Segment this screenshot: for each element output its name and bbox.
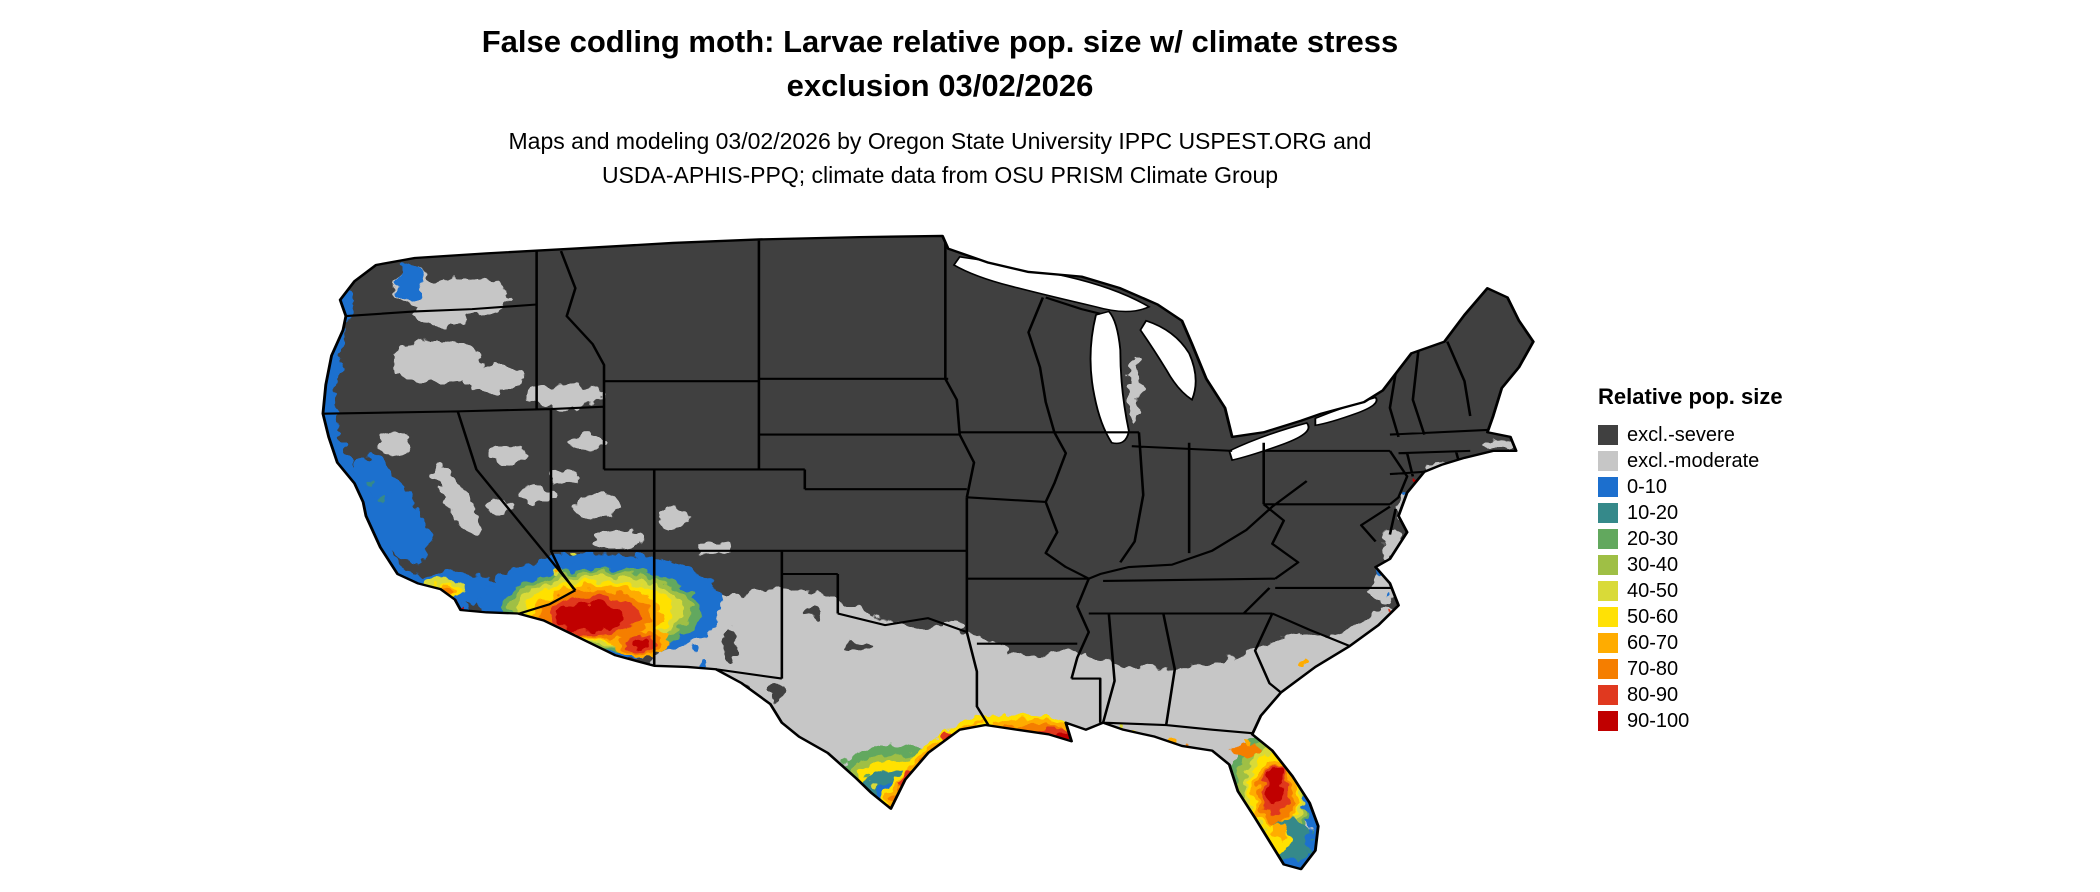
page-title-line1: False codling moth: Larvae relative pop.… <box>481 24 1399 59</box>
legend-item: 60-70 <box>1598 630 1898 656</box>
legend-swatch <box>1598 685 1618 705</box>
legend-swatch <box>1598 633 1618 653</box>
legend-label: 80-90 <box>1627 684 1679 706</box>
page-title: False codling moth: Larvae relative pop.… <box>160 20 1720 108</box>
map-layer-severe-speckles <box>723 605 871 703</box>
legend-label: 10-20 <box>1627 502 1679 524</box>
us-map <box>300 222 1562 890</box>
page-subtitle: Maps and modeling 03/02/2026 by Oregon S… <box>160 124 1720 192</box>
legend-swatch <box>1598 659 1618 679</box>
page-title-line2: exclusion 03/02/2026 <box>786 68 1094 104</box>
legend-title: Relative pop. size <box>1598 384 1783 409</box>
lake-michigan <box>1089 310 1130 445</box>
legend-label: 50-60 <box>1627 606 1679 628</box>
legend-item: 30-40 <box>1598 552 1898 578</box>
legend-swatch <box>1598 555 1618 575</box>
legend-swatch <box>1598 529 1618 549</box>
legend-item: 80-90 <box>1598 682 1898 708</box>
legend-item: 70-80 <box>1598 656 1898 682</box>
us-outline <box>321 234 1535 871</box>
legend-label: 90-100 <box>1627 710 1690 732</box>
legend-items: excl.-severe excl.-moderate 0-10 10-20 2… <box>1598 422 1898 734</box>
map-layers <box>322 235 1534 870</box>
legend-swatch <box>1598 607 1618 627</box>
lake-erie <box>1228 422 1310 462</box>
legend-item: excl.-moderate <box>1598 448 1898 474</box>
legend-swatch <box>1598 503 1618 523</box>
legend-item: 50-60 <box>1598 604 1898 630</box>
great-lakes <box>952 256 1378 462</box>
legend-item: excl.-severe <box>1598 422 1898 448</box>
legend-swatch <box>1598 451 1618 471</box>
legend-label: excl.-severe <box>1627 424 1735 446</box>
legend-item: 40-50 <box>1598 578 1898 604</box>
page-subtitle-line1: Maps and modeling 03/02/2026 by Oregon S… <box>508 128 1372 154</box>
legend-label: 30-40 <box>1627 554 1679 576</box>
legend-label: 60-70 <box>1627 632 1679 654</box>
legend-label: 40-50 <box>1627 580 1679 602</box>
map-layer-excl-severe <box>322 235 1534 870</box>
legend-label: 20-30 <box>1627 528 1679 550</box>
legend-swatch <box>1598 425 1618 445</box>
us-map-svg <box>321 234 1535 871</box>
legend: Relative pop. size excl.-severe excl.-mo… <box>1598 384 1898 734</box>
legend-swatch <box>1598 711 1618 731</box>
legend-label: 0-10 <box>1627 476 1668 498</box>
legend-swatch <box>1598 477 1618 497</box>
state-borders <box>322 240 1488 735</box>
page-subtitle-line2: USDA-APHIS-PPQ; climate data from OSU PR… <box>601 162 1279 189</box>
lake-huron <box>1139 319 1197 402</box>
legend-item: 0-10 <box>1598 474 1898 500</box>
legend-item: 10-20 <box>1598 500 1898 526</box>
legend-label: 70-80 <box>1627 658 1679 680</box>
legend-item: 90-100 <box>1598 708 1898 734</box>
legend-swatch <box>1598 581 1618 601</box>
legend-item: 20-30 <box>1598 526 1898 552</box>
legend-label: excl.-moderate <box>1627 450 1760 472</box>
